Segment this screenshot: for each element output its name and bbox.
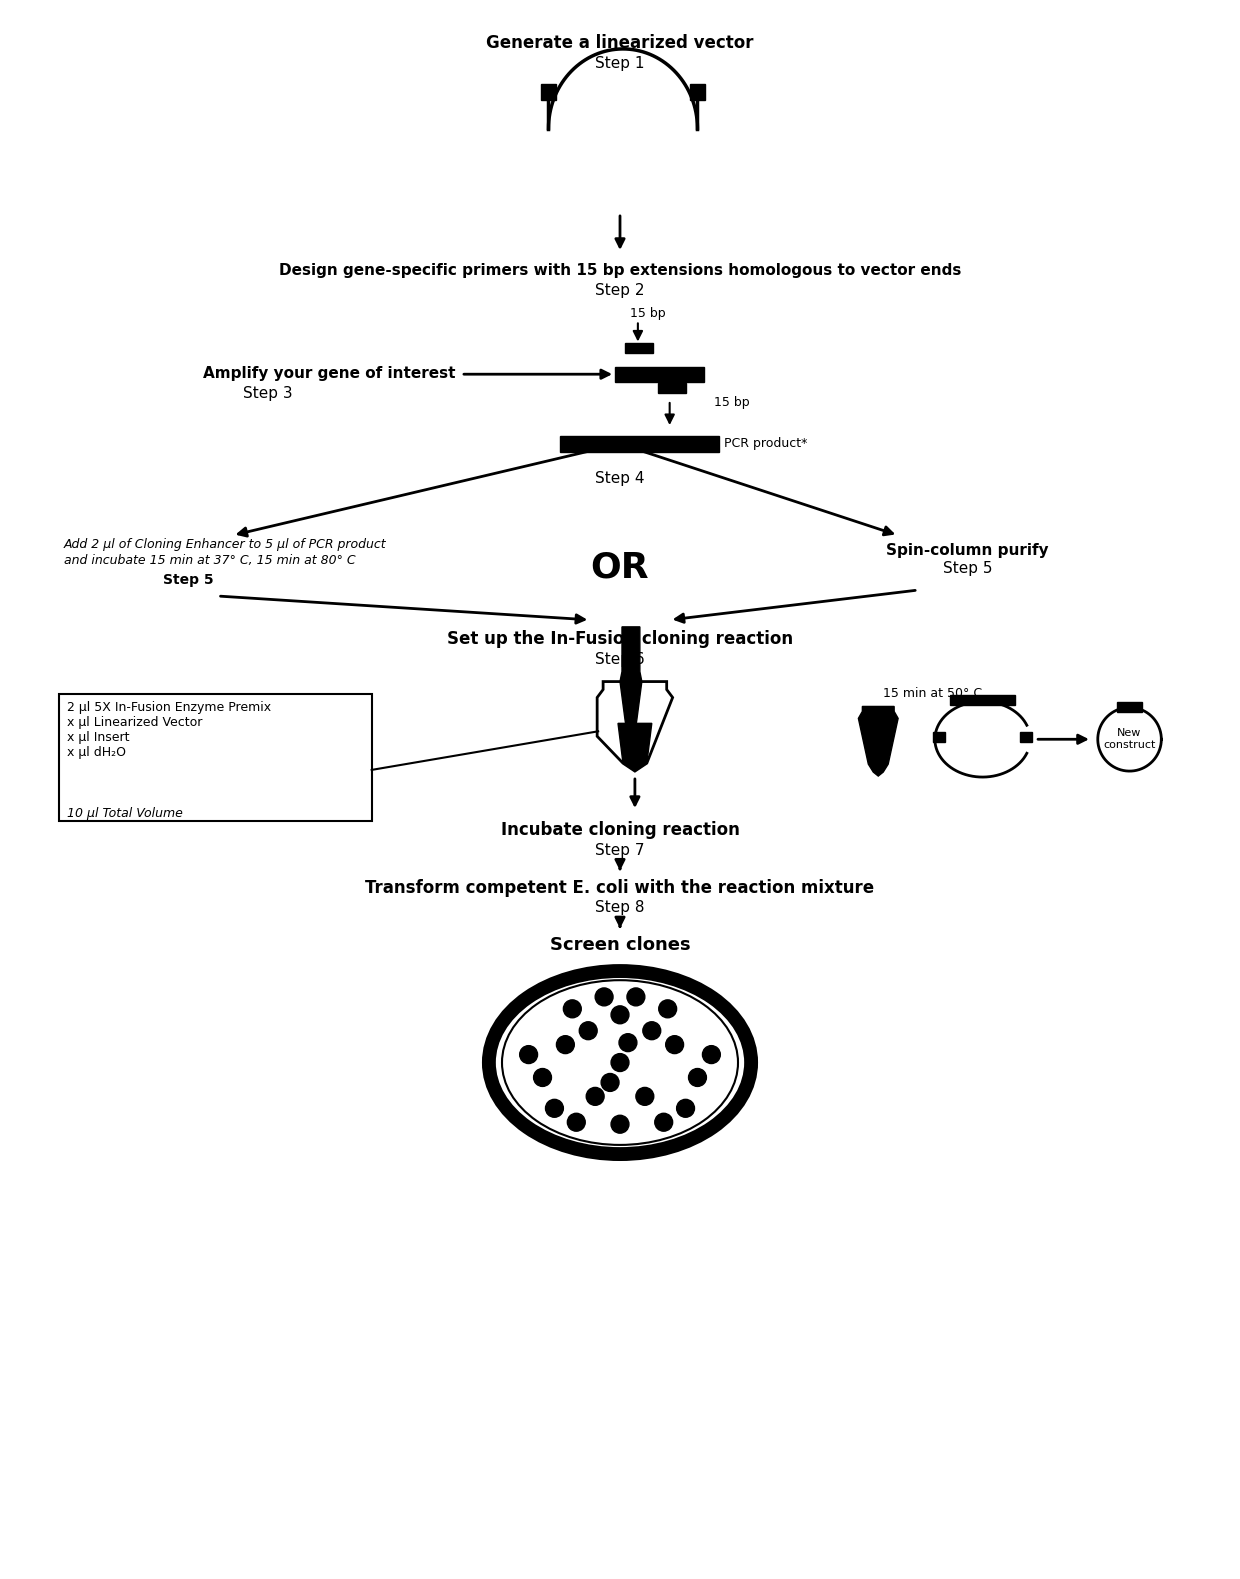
Text: OR: OR <box>590 549 650 584</box>
Ellipse shape <box>489 971 751 1154</box>
Text: Step 1: Step 1 <box>595 55 645 71</box>
Circle shape <box>533 1069 552 1086</box>
Bar <box>1117 703 1142 712</box>
Text: Screen clones: Screen clones <box>549 936 691 954</box>
Text: Incubate cloning reaction: Incubate cloning reaction <box>501 821 739 838</box>
Circle shape <box>546 1099 563 1118</box>
Circle shape <box>642 1022 661 1039</box>
Polygon shape <box>858 706 898 775</box>
Text: PCR product*: PCR product* <box>724 437 807 450</box>
Text: and incubate 15 min at 37° C, 15 min at 80° C: and incubate 15 min at 37° C, 15 min at … <box>63 554 356 567</box>
Circle shape <box>658 1000 677 1018</box>
Text: 15 bp: 15 bp <box>714 396 750 409</box>
Circle shape <box>636 1088 653 1105</box>
Circle shape <box>557 1036 574 1053</box>
Circle shape <box>677 1099 694 1118</box>
Circle shape <box>568 1113 585 1131</box>
Circle shape <box>619 1034 637 1052</box>
Circle shape <box>595 988 613 1006</box>
Text: Design gene-specific primers with 15 bp extensions homologous to vector ends: Design gene-specific primers with 15 bp … <box>279 262 961 278</box>
Text: Step 4: Step 4 <box>595 471 645 486</box>
Circle shape <box>666 1036 683 1053</box>
Text: Add 2 μl of Cloning Enhancer to 5 μl of PCR product: Add 2 μl of Cloning Enhancer to 5 μl of … <box>63 538 387 551</box>
Text: Set up the In-Fusion cloning reaction: Set up the In-Fusion cloning reaction <box>446 630 794 647</box>
Text: Step 6: Step 6 <box>595 652 645 666</box>
Circle shape <box>627 988 645 1006</box>
Text: Step 2: Step 2 <box>595 283 645 298</box>
Text: Step 3: Step 3 <box>243 387 293 401</box>
Bar <box>950 695 1016 706</box>
Text: Step 5: Step 5 <box>942 561 992 576</box>
Bar <box>689 84 706 99</box>
Polygon shape <box>618 723 652 771</box>
Circle shape <box>655 1113 672 1131</box>
Polygon shape <box>620 627 642 747</box>
Text: New
construct: New construct <box>1104 728 1156 750</box>
Bar <box>657 384 686 393</box>
Text: Transform competent E. coli with the reaction mixture: Transform competent E. coli with the rea… <box>366 878 874 897</box>
Circle shape <box>702 1045 720 1064</box>
Circle shape <box>611 1053 629 1072</box>
Text: 10 μl Total Volume: 10 μl Total Volume <box>67 807 182 820</box>
Circle shape <box>587 1088 604 1105</box>
Circle shape <box>563 1000 582 1018</box>
Bar <box>560 436 719 452</box>
Circle shape <box>611 1115 629 1134</box>
Bar <box>58 693 372 821</box>
Bar <box>1021 733 1032 742</box>
Circle shape <box>579 1022 598 1039</box>
Text: Amplify your gene of interest: Amplify your gene of interest <box>203 366 455 381</box>
Circle shape <box>611 1006 629 1023</box>
Circle shape <box>520 1045 538 1064</box>
Text: Step 5: Step 5 <box>162 573 213 587</box>
Ellipse shape <box>502 981 738 1145</box>
Circle shape <box>601 1074 619 1091</box>
Bar <box>615 368 704 382</box>
Text: Spin-column purify: Spin-column purify <box>887 543 1049 559</box>
Text: 2 μl 5X In-Fusion Enzyme Premix
x μl Linearized Vector
x μl Insert
x μl dH₂O: 2 μl 5X In-Fusion Enzyme Premix x μl Lin… <box>67 701 270 759</box>
Text: Transform competent E. coli with the reaction mixture: Transform competent E. coli with the rea… <box>366 878 874 897</box>
Text: 15 bp: 15 bp <box>630 306 666 319</box>
Text: Generate a linearized vector: Generate a linearized vector <box>486 35 754 52</box>
Text: Step 7: Step 7 <box>595 843 645 857</box>
Bar <box>625 343 652 354</box>
Bar <box>541 84 557 99</box>
Circle shape <box>688 1069 707 1086</box>
Bar <box>932 733 945 742</box>
Text: 15 min at 50° C: 15 min at 50° C <box>883 687 982 699</box>
Text: Step 8: Step 8 <box>595 900 645 916</box>
